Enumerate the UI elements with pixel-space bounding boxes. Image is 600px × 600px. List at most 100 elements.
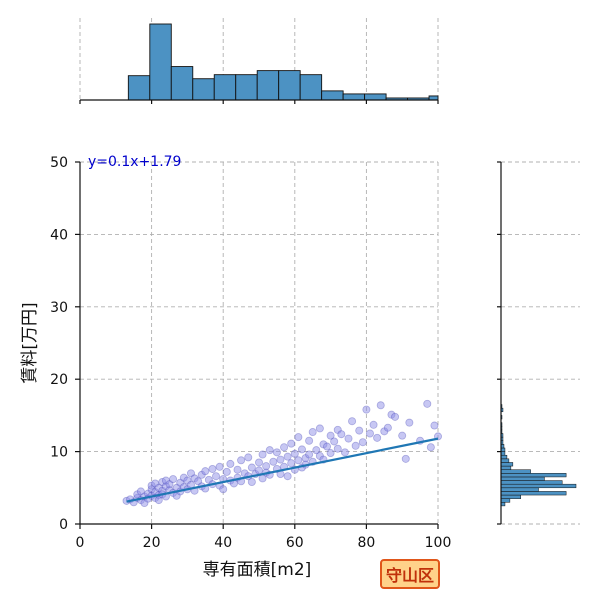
x-tick-label: 60 <box>286 535 304 551</box>
scatter-point <box>154 496 163 505</box>
scatter-point <box>194 477 203 486</box>
scatter-point <box>247 478 256 487</box>
scatter-point <box>269 457 278 466</box>
scatter-point <box>305 450 314 459</box>
scatter-point <box>426 443 435 452</box>
scatter-point <box>201 467 210 476</box>
scatter-point <box>294 433 303 442</box>
scatter-point <box>254 458 263 467</box>
scatter-point <box>233 465 242 474</box>
scatter-point <box>283 472 292 481</box>
right-hist-bar <box>500 465 512 470</box>
x-axis-title: 専有面積[m2] <box>203 560 312 580</box>
scatter-point <box>265 446 274 455</box>
scatter-point <box>247 463 256 472</box>
right-hist-bar <box>500 476 545 481</box>
scatter-point <box>430 421 439 430</box>
scatter-point <box>165 480 174 489</box>
scatter-point <box>373 433 382 442</box>
scatter-point <box>297 445 306 454</box>
top-hist-bar <box>235 74 258 101</box>
scatter-point <box>326 449 335 458</box>
top-hist-bar <box>428 95 439 101</box>
scatter-point <box>186 469 195 478</box>
scatter-point <box>405 418 414 427</box>
regression-equation-label: y=0.1x+1.79 <box>88 154 181 170</box>
top-hist-bar <box>256 70 280 101</box>
scatter-point <box>333 444 342 453</box>
scatter-point <box>305 436 314 445</box>
scatter-point <box>337 430 346 439</box>
y-axis-title: 賃料[万円] <box>20 302 40 383</box>
right-hist-bar <box>500 469 531 474</box>
top-hist-bar <box>149 23 172 101</box>
scatter-point <box>287 459 296 468</box>
top-histogram <box>79 18 439 104</box>
scatter-point <box>244 453 253 462</box>
top-hist-bar <box>321 90 344 101</box>
y-tick-label: 20 <box>50 372 68 388</box>
scatter-point <box>169 475 178 484</box>
scatter-point <box>351 441 360 450</box>
scatter-point <box>376 401 385 410</box>
scatter-point <box>401 454 410 463</box>
x-tick-label: 0 <box>76 535 85 551</box>
right-hist-bar <box>500 458 510 463</box>
top-hist-bar <box>278 70 301 101</box>
scatter-point <box>355 426 364 435</box>
y-tick-label: 30 <box>50 300 68 316</box>
scatter-point <box>136 487 145 496</box>
scatter-point <box>423 399 432 408</box>
top-hist-bar <box>170 66 194 101</box>
district-badge: 守山区 <box>380 559 441 589</box>
scatter-point <box>383 423 392 432</box>
scatter-point <box>276 455 285 464</box>
scatter-point <box>222 467 231 476</box>
x-tick-label: 20 <box>143 535 161 551</box>
scatter-point <box>283 452 292 461</box>
scatter-point <box>340 448 349 457</box>
x-tick-label: 80 <box>357 535 375 551</box>
right-hist-bar <box>500 480 563 485</box>
y-tick-label: 40 <box>50 227 68 243</box>
scatter-point <box>208 464 217 473</box>
scatter-point <box>365 429 374 438</box>
scatter-point <box>226 459 235 468</box>
y-tick-label: 0 <box>59 517 68 533</box>
y-tick-label: 10 <box>50 445 68 461</box>
scatter-point <box>212 472 221 481</box>
right-hist-bar <box>500 454 508 460</box>
scatter-point <box>308 428 317 437</box>
top-hist-bar <box>127 75 151 101</box>
scatter-point <box>237 456 246 465</box>
scatter-point <box>290 449 299 458</box>
scatter-point <box>215 462 224 471</box>
scatter-point <box>358 438 367 447</box>
scatter-point <box>219 485 228 494</box>
right-hist-bar <box>500 494 521 499</box>
scatter-point <box>294 456 303 465</box>
scatter-point <box>287 439 296 448</box>
top-hist-bar <box>364 93 387 101</box>
y-tick-label: 50 <box>50 155 68 171</box>
scatter-point <box>258 450 267 459</box>
top-hist-bar <box>342 93 366 101</box>
scatter-point <box>369 420 378 429</box>
scatter-point <box>326 431 335 440</box>
main-scatter-panel: 0 20 40 60 80 100 0 10 20 30 40 50 <box>50 155 451 551</box>
scatter-point <box>312 446 321 455</box>
right-hist-bar <box>500 487 539 492</box>
scatter-point <box>348 417 357 426</box>
right-hist-bar <box>500 491 567 496</box>
right-hist-bar <box>500 483 577 489</box>
scatter-point <box>398 431 407 440</box>
scatter-point <box>362 405 371 414</box>
top-hist-bar <box>192 78 215 101</box>
x-tick-label: 40 <box>214 535 232 551</box>
scatter-point <box>315 424 324 433</box>
right-hist-bar <box>500 473 567 478</box>
scatter-point <box>344 434 353 443</box>
scatter-point <box>391 412 400 421</box>
scatter-point <box>254 466 263 475</box>
scatter-point <box>280 443 289 452</box>
